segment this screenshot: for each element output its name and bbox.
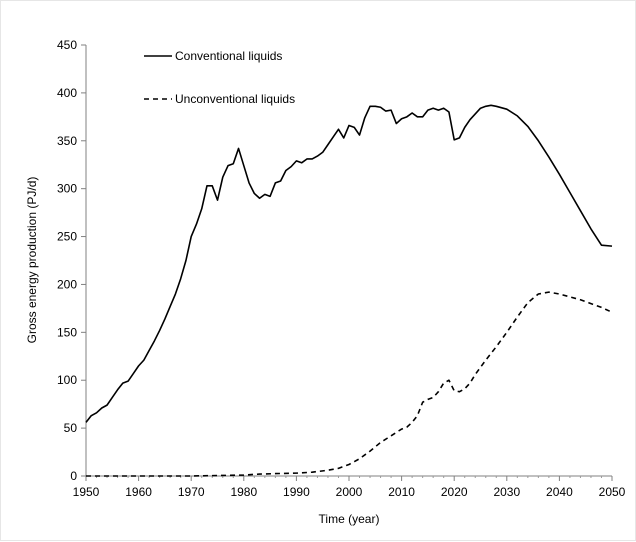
axes [85,45,612,477]
x-ticks: 1950 1960 1970 1980 1990 2000 2010 2020 2030 2040… [73,476,626,499]
x-tick-label: 2020 [441,485,468,499]
y-tick-label: 300 [57,182,77,196]
legend: Conventional liquids Unconventional liqu… [144,49,295,106]
x-tick-label: 1960 [125,485,152,499]
x-tick-label: 1990 [283,485,310,499]
x-axis-title: Time (year) [319,512,380,526]
x-tick-label: 1950 [73,485,100,499]
y-axis-title: Gross energy production (PJ/d) [25,177,39,344]
x-tick-label: 1980 [230,485,257,499]
x-tick-label: 2040 [546,485,573,499]
y-tick-label: 150 [57,325,77,339]
x-tick-label: 2000 [336,485,363,499]
y-tick-label: 350 [57,134,77,148]
y-tick-label: 450 [57,38,77,52]
y-tick-label: 200 [57,277,77,291]
y-tick-label: 50 [64,421,78,435]
series-line-conventional [85,104,613,423]
series-layer [85,104,613,477]
legend-label-conventional: Conventional liquids [175,49,282,63]
y-tick-label: 100 [57,373,77,387]
x-tick-label: 2030 [493,485,520,499]
x-tick-label: 2010 [388,485,415,499]
y-ticks: 0 50 100 150 200 250 300 350 400 450 [57,38,86,483]
y-tick-label: 0 [70,469,77,483]
x-tick-label: 1970 [178,485,205,499]
series-line-unconventional [86,291,613,477]
x-tick-label: 2050 [599,485,626,499]
y-tick-label: 400 [57,86,77,100]
y-tick-label: 250 [57,230,77,244]
legend-label-unconventional: Unconventional liquids [175,92,295,106]
